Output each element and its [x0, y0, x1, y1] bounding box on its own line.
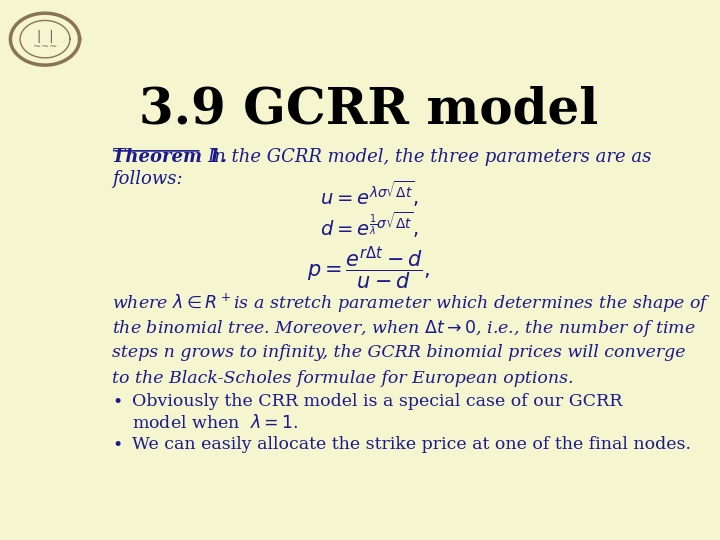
- Text: Obviously the CRR model is a special case of our GCRR: Obviously the CRR model is a special cas…: [132, 393, 622, 410]
- Text: ~~~: ~~~: [33, 42, 57, 52]
- Text: 3.9 GCRR model: 3.9 GCRR model: [140, 85, 598, 134]
- Text: Theorem 1.: Theorem 1.: [112, 148, 228, 166]
- Text: steps n grows to infinity, the GCRR binomial prices will converge: steps n grows to infinity, the GCRR bino…: [112, 344, 686, 361]
- Text: $d = e^{\frac{1}{\lambda}\sigma\sqrt{\Delta t}},$: $d = e^{\frac{1}{\lambda}\sigma\sqrt{\De…: [320, 210, 418, 240]
- Text: |  |: | |: [37, 30, 53, 43]
- Text: follows:: follows:: [112, 170, 183, 187]
- Text: where $\lambda \in R^+$is a stretch parameter which determines the shape of: where $\lambda \in R^+$is a stretch para…: [112, 292, 711, 315]
- Text: the binomial tree. Moreover, when $\Delta t \to 0$, i.e., the number of time: the binomial tree. Moreover, when $\Delt…: [112, 318, 696, 339]
- Text: $u = e^{\lambda\sigma\sqrt{\Delta t}},$: $u = e^{\lambda\sigma\sqrt{\Delta t}},$: [320, 179, 418, 209]
- Text: •: •: [112, 436, 122, 454]
- Text: In the GCRR model, the three parameters are as: In the GCRR model, the three parameters …: [207, 148, 652, 166]
- Text: •: •: [112, 393, 122, 411]
- Text: model when  $\lambda = 1$.: model when $\lambda = 1$.: [132, 414, 298, 432]
- Text: $p = \dfrac{e^{r\Delta t}-d}{u-d},$: $p = \dfrac{e^{r\Delta t}-d}{u-d},$: [307, 245, 431, 292]
- Text: to the Black-Scholes formulae for European options.: to the Black-Scholes formulae for Europe…: [112, 370, 574, 387]
- Text: We can easily allocate the strike price at one of the final nodes.: We can easily allocate the strike price …: [132, 436, 691, 453]
